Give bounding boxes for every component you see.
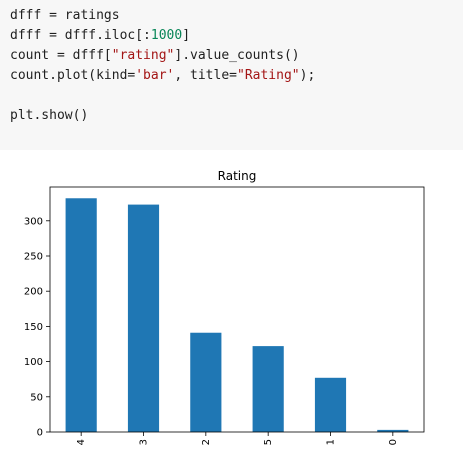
x-tick-label: 4 (76, 439, 87, 445)
bar-0 (377, 429, 409, 432)
code-line: dfff = ratings (10, 6, 463, 26)
y-axis: 0 50 100 150 200 250 300 (24, 216, 50, 439)
bar-2 (190, 332, 222, 432)
code-token: 1000 (150, 28, 183, 43)
code-token: ].value_counts() (174, 48, 300, 63)
code-token: "rating" (111, 48, 175, 63)
bars-group (65, 198, 409, 432)
code-token: "Rating" (237, 68, 300, 83)
code-line: count = dfff["rating"].value_counts() (10, 46, 463, 66)
x-tick-label: 1 (326, 439, 337, 445)
y-tick-label: 300 (24, 216, 43, 227)
bar-chart: Rating 0 50 100 150 200 250 300 4 3 2 5 1 0 (24, 169, 425, 445)
code-token: ] (182, 28, 191, 43)
bar-1 (314, 377, 347, 432)
bar-4 (65, 198, 97, 432)
y-tick-label: 50 (30, 392, 43, 403)
y-tick-label: 0 (37, 428, 43, 439)
code-token: 'bar' (135, 68, 175, 83)
code-editor[interactable]: dfff = ratings dfff = dfff.iloc[:1000] cou… (10, 6, 463, 126)
code-token: , title= (174, 68, 237, 83)
code-token: dfff = dfff.iloc[: (10, 28, 151, 43)
code-token: count.plot(kind= (10, 68, 136, 83)
code-line: count.plot(kind='bar', title="Rating"); (10, 66, 463, 86)
plot-frame (49, 186, 425, 433)
x-tick-label: 0 (388, 439, 399, 445)
code-line: plt.show() (10, 106, 463, 126)
chart-title: Rating (218, 169, 257, 183)
code-line (10, 86, 463, 106)
x-tick-label: 5 (263, 439, 274, 445)
code-token: plt.show() (10, 108, 89, 123)
bar-3 (127, 204, 160, 432)
code-token: count = dfff[ (10, 48, 112, 63)
code-token: dfff = ratings (10, 8, 120, 23)
y-tick-label: 200 (24, 287, 43, 298)
x-tick-label: 2 (201, 439, 212, 445)
x-axis: 4 3 2 5 1 0 (76, 432, 399, 445)
code-token: ); (299, 68, 316, 83)
y-tick-label: 150 (24, 322, 43, 333)
y-tick-label: 250 (24, 251, 43, 262)
cell-output: Rating 0 50 100 150 200 250 300 4 3 2 5 1 0 (0, 150, 463, 465)
code-line: dfff = dfff.iloc[:1000] (10, 26, 463, 46)
code-cell[interactable]: dfff = ratings dfff = dfff.iloc[:1000] cou… (0, 0, 463, 150)
y-tick-label: 100 (24, 357, 43, 368)
bar-5 (252, 346, 284, 432)
x-tick-label: 3 (139, 439, 150, 445)
